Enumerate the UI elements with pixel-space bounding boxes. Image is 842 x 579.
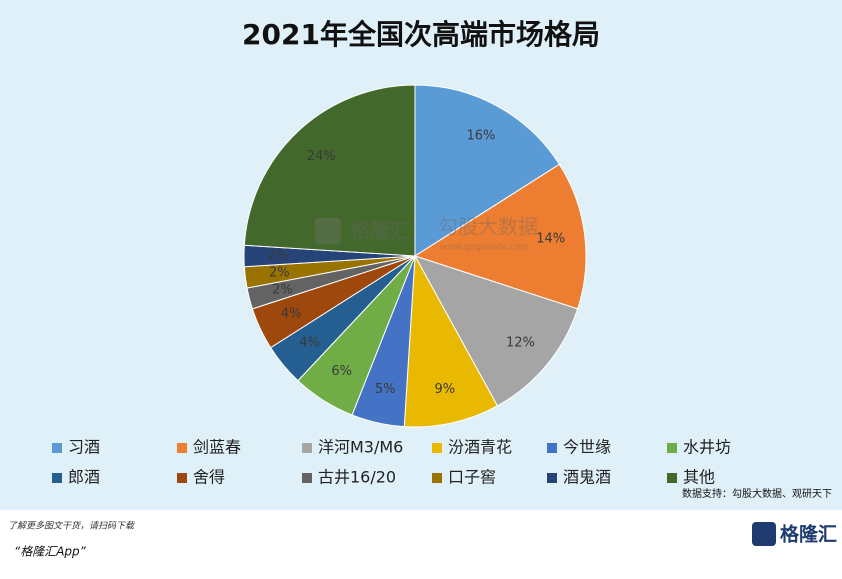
data-label: 5% bbox=[375, 382, 396, 397]
data-label: 2% bbox=[268, 249, 289, 264]
pie: 16% 14% 12% 9% 5% 6% 4% 4% 2% 2% 2% 24% bbox=[243, 84, 587, 428]
pie-slice bbox=[403, 254, 499, 428]
legend-label: 酒鬼酒 bbox=[563, 468, 611, 487]
watermark-logo bbox=[315, 218, 341, 244]
legend-swatch bbox=[52, 473, 62, 483]
legend-swatch bbox=[302, 473, 312, 483]
legend-swatch bbox=[432, 473, 442, 483]
legend-swatch bbox=[177, 443, 187, 453]
legend-swatch bbox=[52, 443, 62, 453]
pie-slice bbox=[243, 84, 416, 257]
watermark: 格隆汇 勾股大数据 www.gogudata.com bbox=[315, 215, 538, 253]
legend-label: 古井16/20 bbox=[318, 468, 396, 487]
legend-label: 其他 bbox=[683, 468, 715, 487]
legend-label: 郎酒 bbox=[68, 468, 100, 487]
data-label: 4% bbox=[299, 336, 320, 351]
footer-background bbox=[0, 510, 842, 575]
legend-label: 洋河M3/M6 bbox=[318, 438, 403, 457]
data-label: 12% bbox=[506, 336, 535, 351]
legend-swatch bbox=[547, 443, 557, 453]
legend-swatch bbox=[432, 443, 442, 453]
pie-slice bbox=[413, 163, 587, 310]
source-note: 数据支持：勾股大数据、观研天下 bbox=[682, 487, 832, 500]
data-label: 6% bbox=[331, 364, 352, 379]
watermark-partner: 勾股大数据 bbox=[438, 215, 538, 239]
pie-slice bbox=[413, 255, 579, 407]
legend-swatch bbox=[177, 473, 187, 483]
legend-label: 习酒 bbox=[68, 438, 100, 457]
footer-logo-icon bbox=[752, 522, 776, 546]
pie-slice bbox=[414, 84, 561, 257]
data-label: 9% bbox=[435, 382, 456, 397]
legend-label: 水井坊 bbox=[683, 438, 731, 457]
watermark-url: www.gogudata.com bbox=[440, 243, 529, 253]
legend-swatch bbox=[667, 443, 677, 453]
legend-label: 剑蓝春 bbox=[193, 438, 241, 457]
watermark-brand: 格隆汇 bbox=[350, 219, 410, 243]
legend-label: 今世缘 bbox=[563, 438, 611, 457]
legend-label: 汾酒青花 bbox=[448, 438, 512, 457]
legend-label: 舍得 bbox=[193, 468, 225, 487]
data-label: 2% bbox=[272, 283, 293, 298]
footer-logo: 格隆汇 bbox=[780, 523, 837, 546]
legend-swatch bbox=[302, 443, 312, 453]
data-label: 2% bbox=[269, 266, 290, 281]
legend-label: 口子窖 bbox=[448, 468, 496, 487]
data-label: 16% bbox=[466, 129, 495, 144]
data-label: 14% bbox=[536, 231, 565, 246]
data-label: 24% bbox=[307, 149, 336, 164]
footer-app: “格隆汇App” bbox=[14, 545, 87, 559]
chart-title: 2021年全国次高端市场格局 bbox=[242, 18, 600, 51]
data-label: 4% bbox=[281, 307, 302, 322]
footer-note: 了解更多图文干货，请扫码下载 bbox=[8, 521, 135, 532]
legend-swatch bbox=[547, 473, 557, 483]
legend-swatch bbox=[667, 473, 677, 483]
